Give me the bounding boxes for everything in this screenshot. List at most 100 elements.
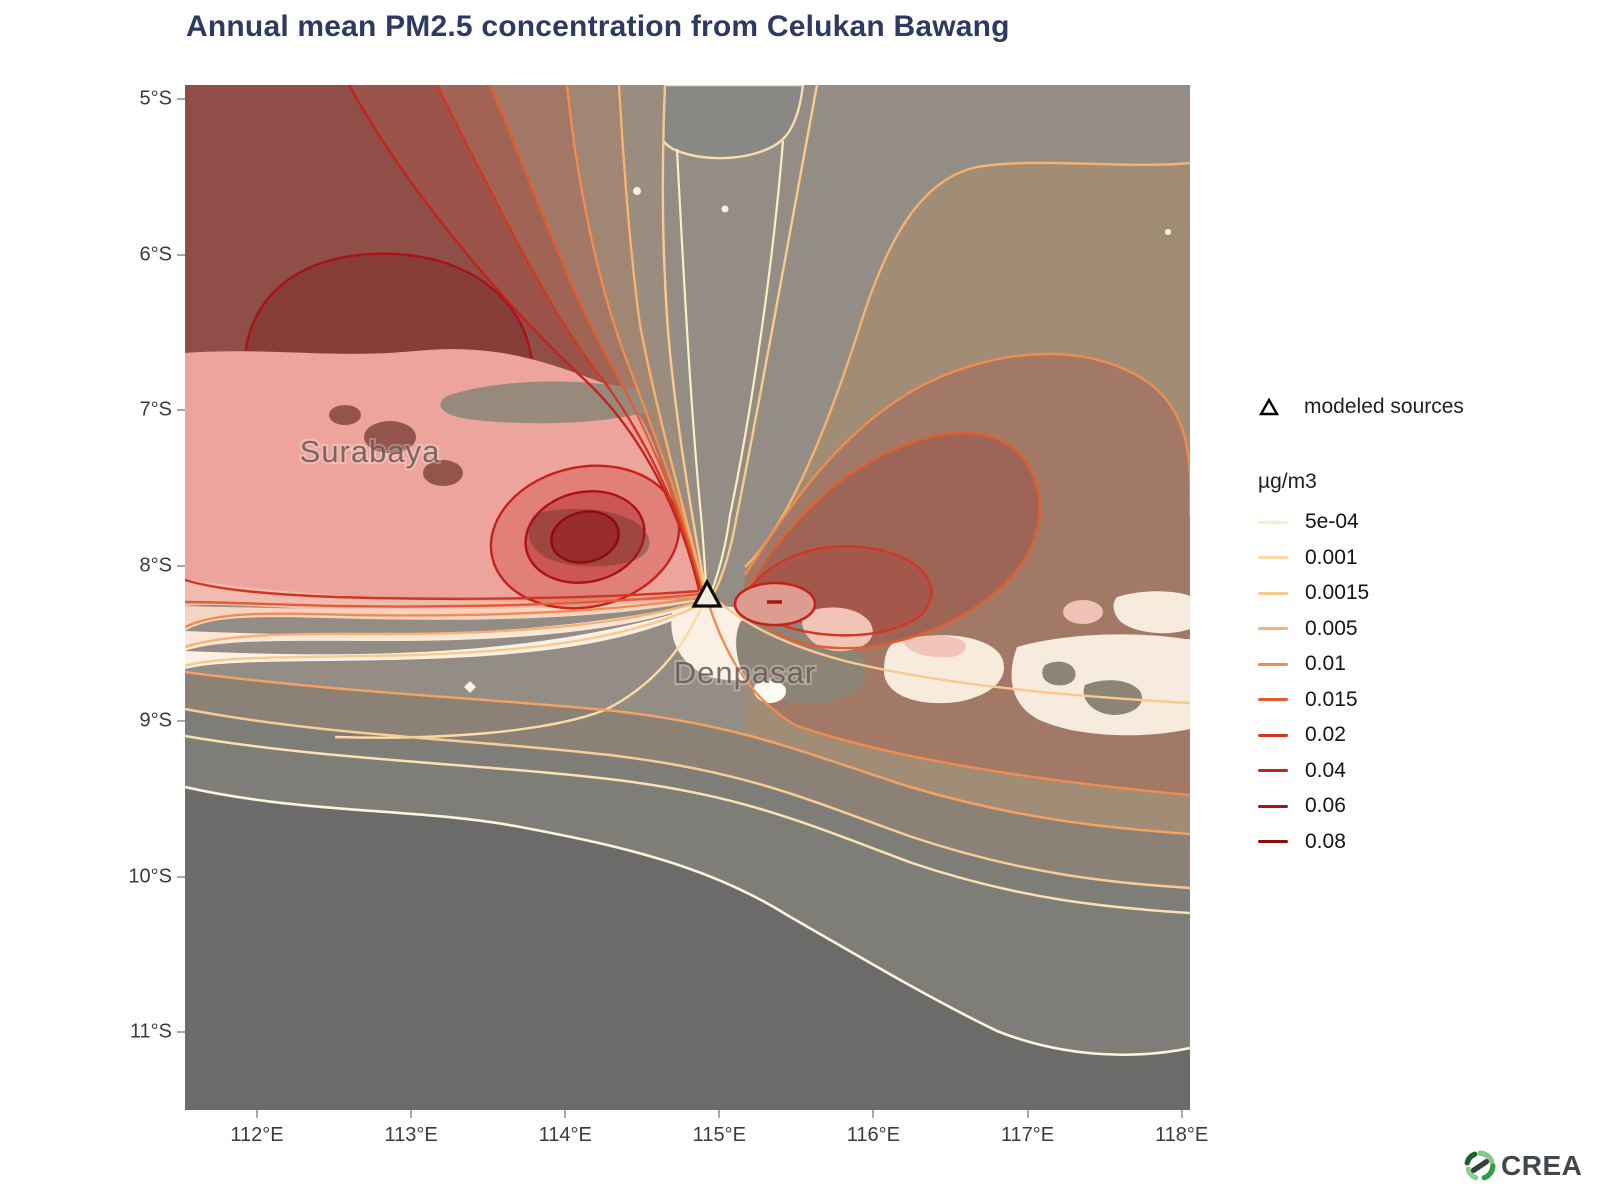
east-oval-004 <box>733 581 817 627</box>
urban-patch <box>423 460 463 486</box>
legend-line-swatch <box>1258 733 1288 737</box>
legend-modeled-sources: modeled sources <box>1258 392 1464 422</box>
x-tick-label: 113°E <box>384 1124 438 1146</box>
legend-entry-label: 0.02 <box>1305 723 1346 746</box>
south-line-0005 <box>185 670 1190 836</box>
x-tick-mark <box>872 1110 875 1118</box>
legend-entry-label: 0.0015 <box>1305 581 1370 604</box>
x-tick-mark <box>1026 1110 1029 1118</box>
legend-entry: 0.06 <box>1258 793 1346 819</box>
y-tick-label: 9°S <box>139 709 172 732</box>
contour-line-001-west <box>565 85 707 594</box>
contour-map: Surabaya Denpasar <box>185 85 1190 1110</box>
madura-island <box>440 381 652 424</box>
legend-entry-label: 0.001 <box>1305 545 1358 569</box>
legend-line-swatch <box>1258 556 1288 559</box>
triangle-icon <box>1258 397 1280 416</box>
legend-line-swatch <box>1258 520 1288 524</box>
legend-entry-label: 0.04 <box>1305 758 1346 782</box>
legend-entry: 0.0015 <box>1258 580 1369 606</box>
speck-diamond <box>464 681 476 693</box>
y-tick-mark <box>177 98 185 100</box>
legend-line-swatch <box>1258 591 1288 595</box>
south-line-0001 <box>185 734 1190 915</box>
y-tick-label: 5°S <box>139 87 172 110</box>
y-tick-label: 8°S <box>139 554 172 576</box>
crea-logo-icon <box>1464 1150 1496 1181</box>
contour-line-0015-east <box>745 431 1041 650</box>
contour-line-00015-east-south <box>712 596 1190 705</box>
contour-line-0005-east <box>744 161 1190 568</box>
surabaya-urban-patch <box>364 421 416 453</box>
x-tick-label: 112°E <box>230 1124 284 1146</box>
x-tick-label: 114°E <box>538 1124 592 1146</box>
speck <box>633 187 641 195</box>
y-tick-label: 7°S <box>139 398 172 421</box>
x-tick-mark <box>256 1110 258 1118</box>
contour-line-00015-west <box>661 85 709 598</box>
x-tick-label: 118°E <box>1154 1124 1209 1146</box>
city-label-denpasar: Denpasar <box>674 655 816 690</box>
speck <box>1165 229 1171 235</box>
lombok-island <box>884 635 1004 704</box>
legend-entry: 0.001 <box>1258 545 1358 571</box>
legend-entry: 0.08 <box>1258 829 1346 855</box>
urban-patch <box>329 405 361 425</box>
crea-logo: CREA <box>1464 1150 1582 1182</box>
contour-line-0005-west <box>617 85 708 596</box>
bundle-001 <box>185 595 704 629</box>
y-tick-label: 11°S <box>129 1020 172 1043</box>
contour-line-001-east-bottom <box>707 604 1190 797</box>
bundle-0005 <box>185 598 706 649</box>
contour-line-5e04-wedge-b <box>709 140 785 594</box>
contour-map-svg: Surabaya Denpasar <box>185 85 1190 1110</box>
legend-entry-label: 5e-04 <box>1305 510 1359 533</box>
south-line-00015 <box>185 707 1190 890</box>
contour-line-002-west <box>435 85 703 592</box>
x-tick-label: 116°E <box>846 1124 901 1146</box>
modeled-source-marker <box>691 578 723 608</box>
legend-entry-label: 0.015 <box>1305 687 1358 711</box>
contour-line-00015-east-v <box>711 85 819 596</box>
east-pink-patch <box>1063 600 1103 624</box>
y-tick-mark <box>177 564 185 567</box>
bundle-0015 <box>185 592 702 608</box>
java-band-005 <box>185 601 709 651</box>
lombok-pink-patch <box>903 635 966 658</box>
y-tick-mark <box>177 409 185 411</box>
contour-line-5e04-wedge-a <box>675 148 709 594</box>
northeast-island <box>1113 591 1190 634</box>
y-tick-mark <box>177 875 185 878</box>
legend-line-swatch <box>1258 662 1288 666</box>
legend-entry-label: 0.08 <box>1305 829 1346 853</box>
x-tick-mark <box>564 1110 567 1118</box>
bundle-00015 <box>185 600 707 668</box>
x-tick-mark <box>1180 1110 1183 1118</box>
legend-line-swatch <box>1258 769 1288 772</box>
legend-unit-label: µg/m3 <box>1258 470 1317 493</box>
bundle-002 <box>185 578 700 600</box>
y-tick-label: 10°S <box>128 865 172 887</box>
y-tick-mark <box>177 253 185 256</box>
legend-entry-label: 0.005 <box>1305 616 1358 640</box>
x-tick-label: 115°E <box>692 1124 746 1146</box>
south-ocean-dark <box>185 787 1190 1110</box>
speck <box>721 205 729 213</box>
legend-line-swatch <box>1258 627 1288 630</box>
legend-entry: 0.01 <box>1258 651 1346 677</box>
sumbawa-gray-patch-2 <box>1042 661 1076 686</box>
legend-line-swatch <box>1258 698 1288 701</box>
y-tick-mark <box>177 1031 185 1033</box>
southwest-bullseye <box>489 464 681 610</box>
city-label-surabaya: Surabaya <box>300 434 441 469</box>
crea-logo-text: CREA <box>1501 1150 1583 1181</box>
y-tick-label: 6°S <box>139 243 172 265</box>
contour-line-004-west <box>347 85 701 591</box>
x-tick-label: 117°E <box>1000 1124 1055 1146</box>
modeled-sources-label: modeled sources <box>1304 395 1464 418</box>
page-title: Annual mean PM2.5 concentration from Cel… <box>186 10 1010 43</box>
legend-entry: 0.005 <box>1258 616 1358 642</box>
legend-line-swatch <box>1258 804 1288 808</box>
x-tick-mark <box>718 1110 721 1118</box>
